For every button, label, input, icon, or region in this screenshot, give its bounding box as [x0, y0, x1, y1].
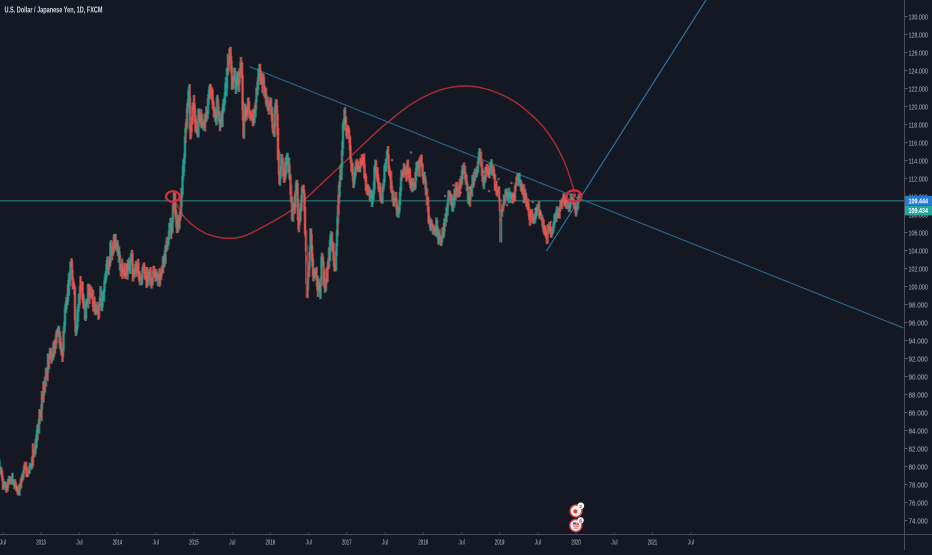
svg-text:Jul: Jul	[306, 538, 313, 547]
svg-text:96.000: 96.000	[909, 318, 928, 327]
svg-text:80.000: 80.000	[909, 462, 928, 471]
svg-text:2016: 2016	[266, 538, 276, 547]
svg-text:Jul: Jul	[535, 538, 542, 547]
svg-text:Jul: Jul	[229, 538, 236, 547]
svg-text:2019: 2019	[495, 538, 505, 547]
svg-text:86.000: 86.000	[909, 408, 928, 417]
svg-text:88.000: 88.000	[909, 390, 928, 399]
svg-text:76.000: 76.000	[909, 498, 928, 507]
svg-text:82.000: 82.000	[909, 444, 928, 453]
svg-text:Jul: Jul	[153, 538, 160, 547]
svg-text:2020: 2020	[571, 538, 581, 547]
svg-text:92.000: 92.000	[909, 354, 928, 363]
svg-text:2014: 2014	[113, 538, 123, 547]
svg-text:109.434: 109.434	[909, 206, 929, 215]
svg-text:78.000: 78.000	[909, 480, 928, 489]
svg-text:84.000: 84.000	[909, 426, 928, 435]
svg-text:2018: 2018	[418, 538, 428, 547]
svg-text:90.000: 90.000	[909, 372, 928, 381]
svg-text:74.000: 74.000	[909, 516, 928, 525]
svg-text:114.000: 114.000	[909, 156, 928, 165]
svg-text:2013: 2013	[36, 538, 46, 547]
svg-text:2: 2	[579, 504, 582, 510]
svg-text:Jul: Jul	[688, 538, 695, 547]
svg-text:116.000: 116.000	[909, 138, 928, 147]
svg-text:102.000: 102.000	[909, 264, 928, 273]
svg-text:120.000: 120.000	[909, 102, 928, 111]
svg-text:130.000: 130.000	[909, 12, 928, 21]
svg-text:106.000: 106.000	[909, 228, 928, 237]
svg-text:Jul: Jul	[611, 538, 618, 547]
svg-text:Jul: Jul	[382, 538, 389, 547]
svg-text:U.S. Dollar / Japanese Yen, 1D: U.S. Dollar / Japanese Yen, 1D, FXCM	[5, 5, 103, 14]
svg-text:2017: 2017	[342, 538, 352, 547]
svg-text:5: 5	[579, 519, 582, 525]
svg-text:100.000: 100.000	[909, 282, 928, 291]
svg-text:2021: 2021	[648, 538, 658, 547]
svg-text:124.000: 124.000	[909, 66, 928, 75]
svg-text:94.000: 94.000	[909, 336, 928, 345]
svg-text:126.000: 126.000	[909, 48, 928, 57]
svg-text:128.000: 128.000	[909, 30, 928, 39]
svg-text:Jul: Jul	[76, 538, 83, 547]
svg-text:98.000: 98.000	[909, 300, 928, 309]
svg-text:112.000: 112.000	[909, 174, 928, 183]
svg-text:122.000: 122.000	[909, 84, 928, 93]
svg-text:Jul: Jul	[0, 538, 6, 547]
svg-text:2015: 2015	[189, 538, 199, 547]
svg-text:104.000: 104.000	[909, 246, 928, 255]
svg-text:109.444: 109.444	[909, 196, 929, 205]
svg-text:Jul: Jul	[458, 538, 465, 547]
svg-text:118.000: 118.000	[909, 120, 928, 129]
